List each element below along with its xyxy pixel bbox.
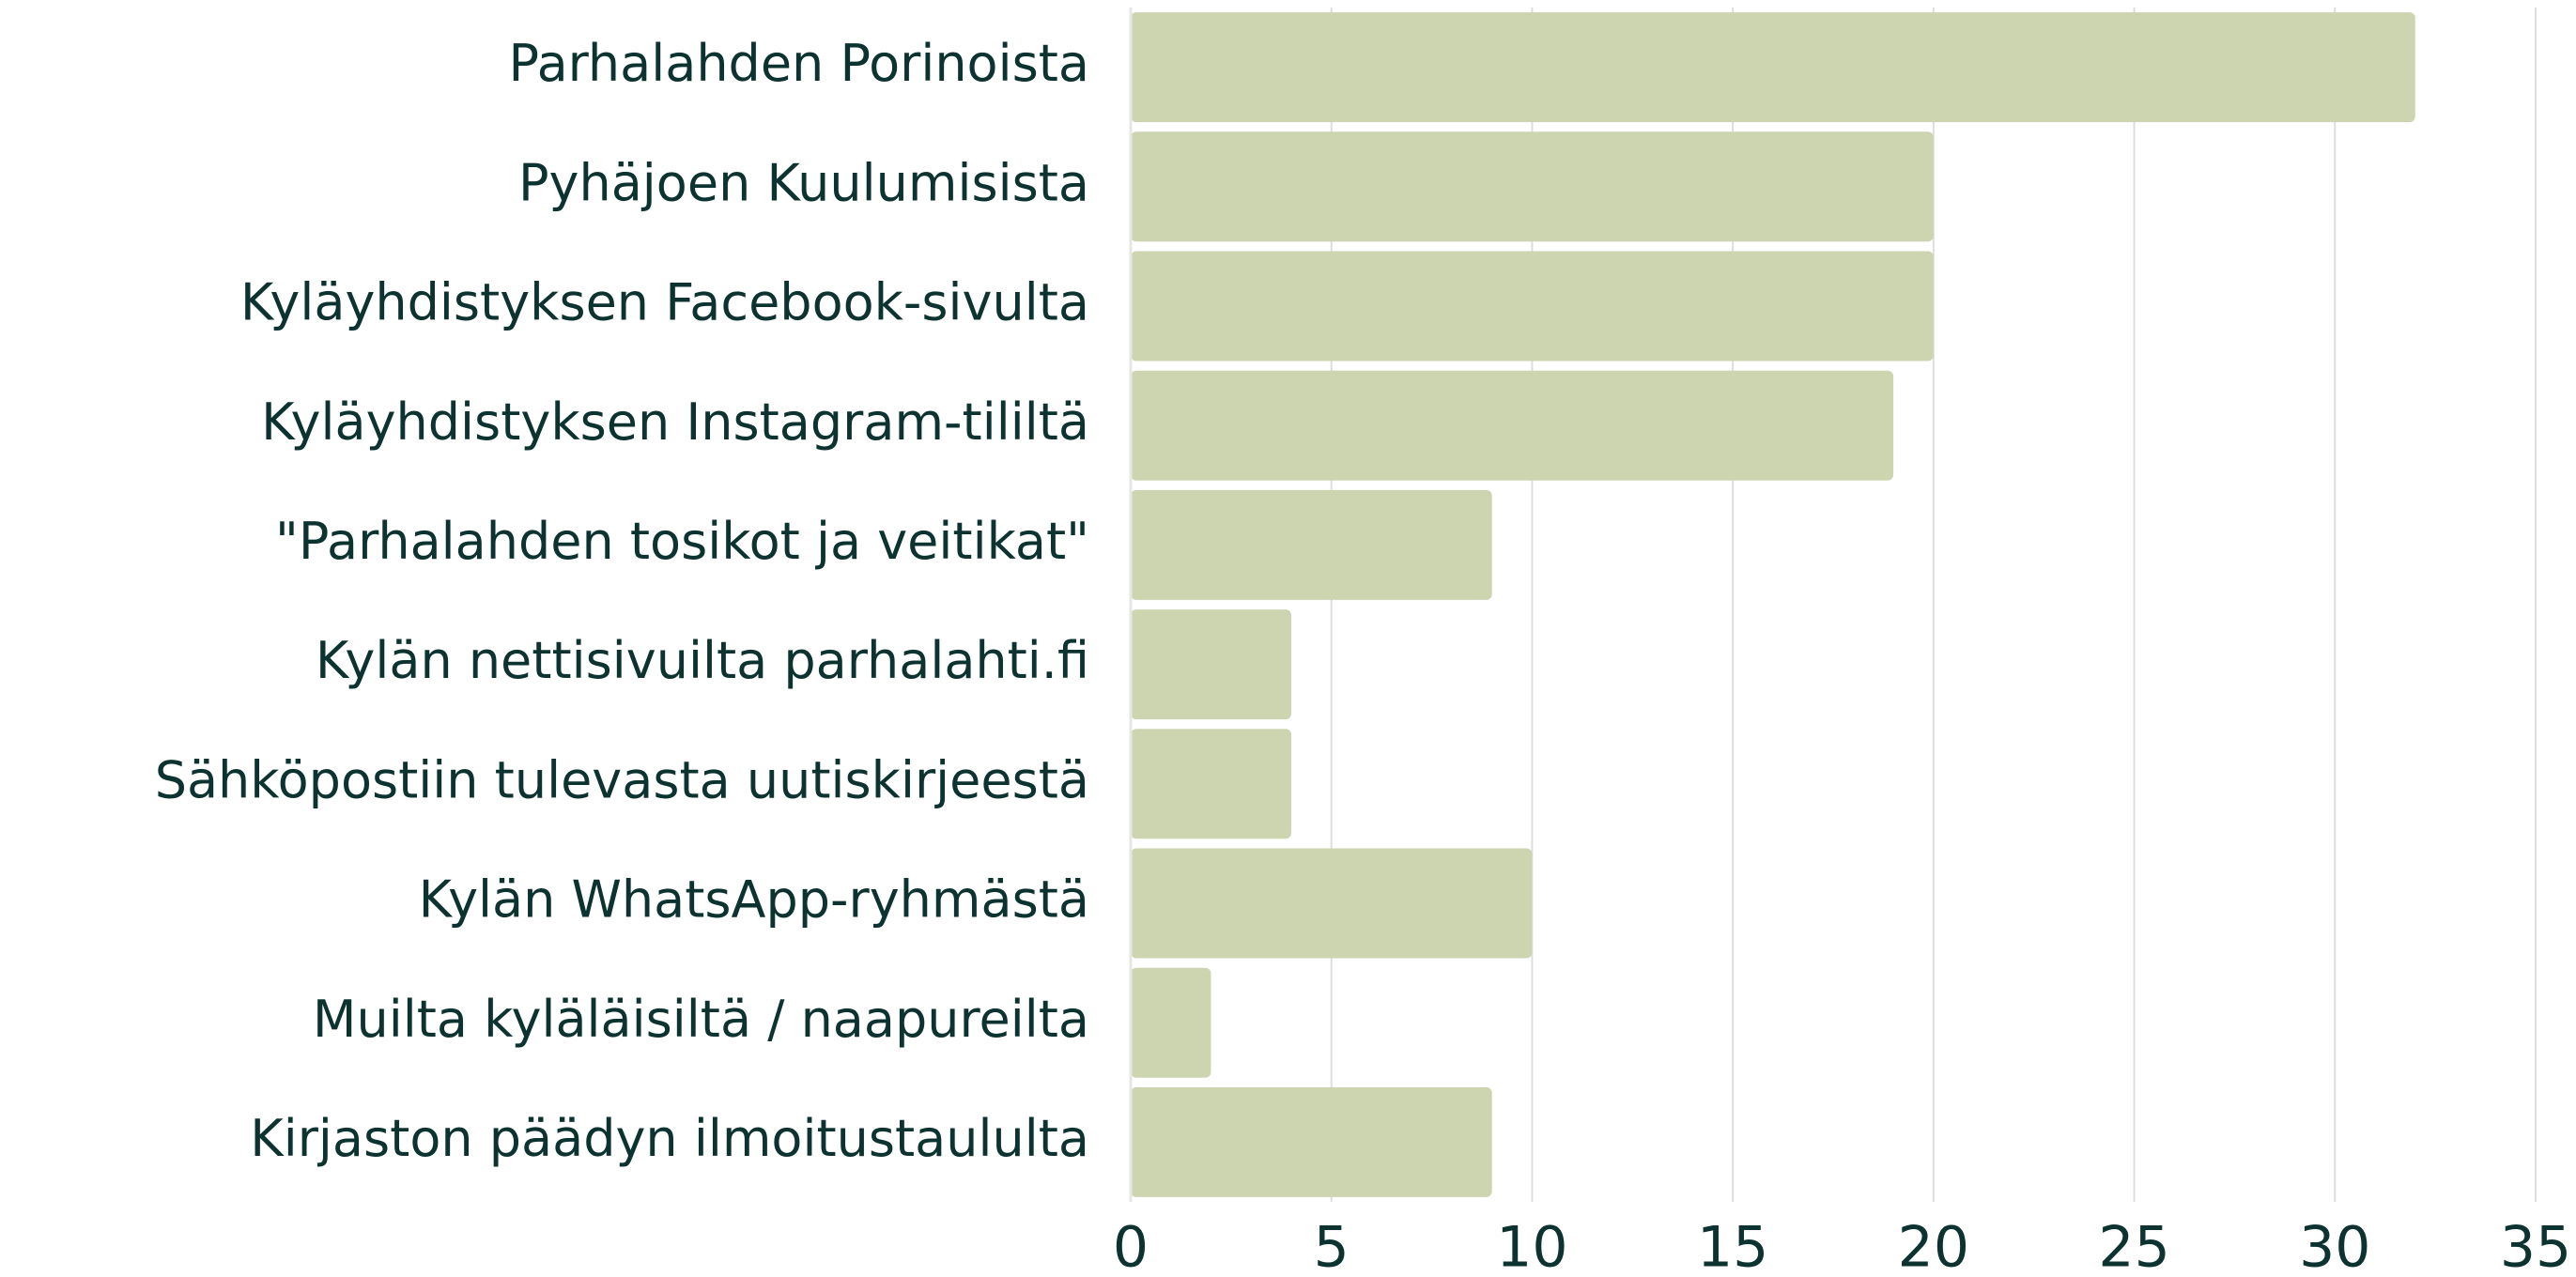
bar	[1131, 967, 1211, 1078]
bar	[1131, 1086, 1492, 1197]
y-tick-label: Sähköpostiin tulevasta uutiskirjeestä	[155, 750, 1089, 809]
x-tick-label: 0	[1113, 1215, 1149, 1277]
bar	[1131, 12, 2415, 123]
x-tick-label: 35	[2500, 1215, 2571, 1277]
y-tick-label: Kylän nettisivuilta parhalahti.fi	[316, 631, 1089, 690]
y-tick-label: Kyläyhdistyksen Facebook-sivulta	[240, 273, 1089, 332]
y-tick-label: Kyläyhdistyksen Instagram-tililtä	[261, 392, 1089, 452]
y-tick-label: Pyhäjoen Kuulumisista	[518, 153, 1089, 212]
bar	[1131, 489, 1492, 600]
y-tick-label: Muilta kyläläisiltä / naapureilta	[313, 990, 1089, 1049]
bar	[1131, 609, 1291, 720]
x-tick-label: 15	[1697, 1215, 1768, 1277]
y-tick-label: Kirjaston päädyn ilmoitustaululta	[250, 1109, 1089, 1168]
x-tick-label: 30	[2299, 1215, 2370, 1277]
x-tick-label: 10	[1496, 1215, 1567, 1277]
bar	[1131, 729, 1291, 839]
x-tick-label: 25	[2098, 1215, 2169, 1277]
x-tick-label: 20	[1898, 1215, 1969, 1277]
bar	[1131, 131, 1934, 242]
y-tick-label: Parhalahden Porinoista	[508, 34, 1089, 93]
bar	[1131, 370, 1894, 481]
x-tick-label: 5	[1314, 1215, 1350, 1277]
bar	[1131, 251, 1934, 362]
y-tick-label: Kylän WhatsApp-ryhmästä	[419, 870, 1089, 930]
bar	[1131, 848, 1533, 959]
y-tick-label: "Parhalahden tosikot ja veitikat"	[275, 512, 1089, 571]
